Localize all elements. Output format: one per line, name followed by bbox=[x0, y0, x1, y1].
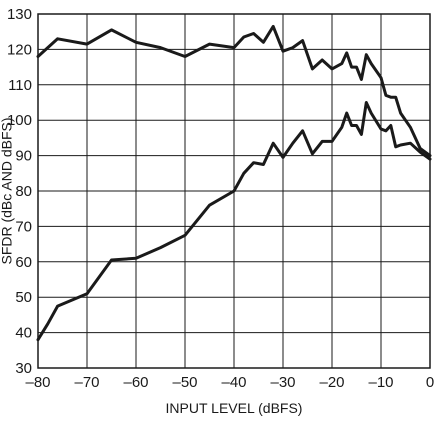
y-tick-label: 110 bbox=[8, 77, 32, 94]
x-tick-label: –10 bbox=[368, 374, 393, 391]
series-line-2 bbox=[36, 101, 432, 342]
series-line-1 bbox=[36, 24, 432, 158]
x-tick-label: –60 bbox=[123, 374, 148, 391]
y-tick-label: 30 bbox=[15, 360, 32, 377]
y-axis-label: SFDR (dBc AND dBFS) bbox=[0, 117, 15, 264]
x-tick-label: –40 bbox=[221, 374, 246, 391]
x-tick-label: –70 bbox=[74, 374, 99, 391]
x-tick-label: –50 bbox=[172, 374, 197, 391]
x-axis-label: INPUT LEVEL (dBFS) bbox=[166, 400, 303, 416]
y-tick-label: 60 bbox=[15, 254, 32, 271]
y-tick-label: 100 bbox=[7, 112, 32, 129]
x-tick-labels: –80 –70 –60 –50 –40 –30 –20 –10 0 bbox=[25, 374, 434, 391]
plot-frame bbox=[37, 13, 431, 369]
y-tick-label: 80 bbox=[15, 183, 32, 200]
y-tick-label: 90 bbox=[15, 148, 32, 165]
y-tick-label: 50 bbox=[15, 289, 32, 306]
y-tick-label: 40 bbox=[15, 325, 32, 342]
y-tick-labels: 30 40 50 60 70 80 90 100 110 120 130 bbox=[7, 6, 32, 377]
series-lines bbox=[36, 24, 432, 342]
x-tick-label: 0 bbox=[426, 374, 434, 391]
x-tick-label: –80 bbox=[25, 374, 50, 391]
x-tick-label: –20 bbox=[319, 374, 344, 391]
y-tick-label: 130 bbox=[7, 6, 32, 23]
y-tick-label: 70 bbox=[15, 218, 32, 235]
y-tick-label: 120 bbox=[7, 41, 32, 58]
x-tick-label: –30 bbox=[270, 374, 295, 391]
